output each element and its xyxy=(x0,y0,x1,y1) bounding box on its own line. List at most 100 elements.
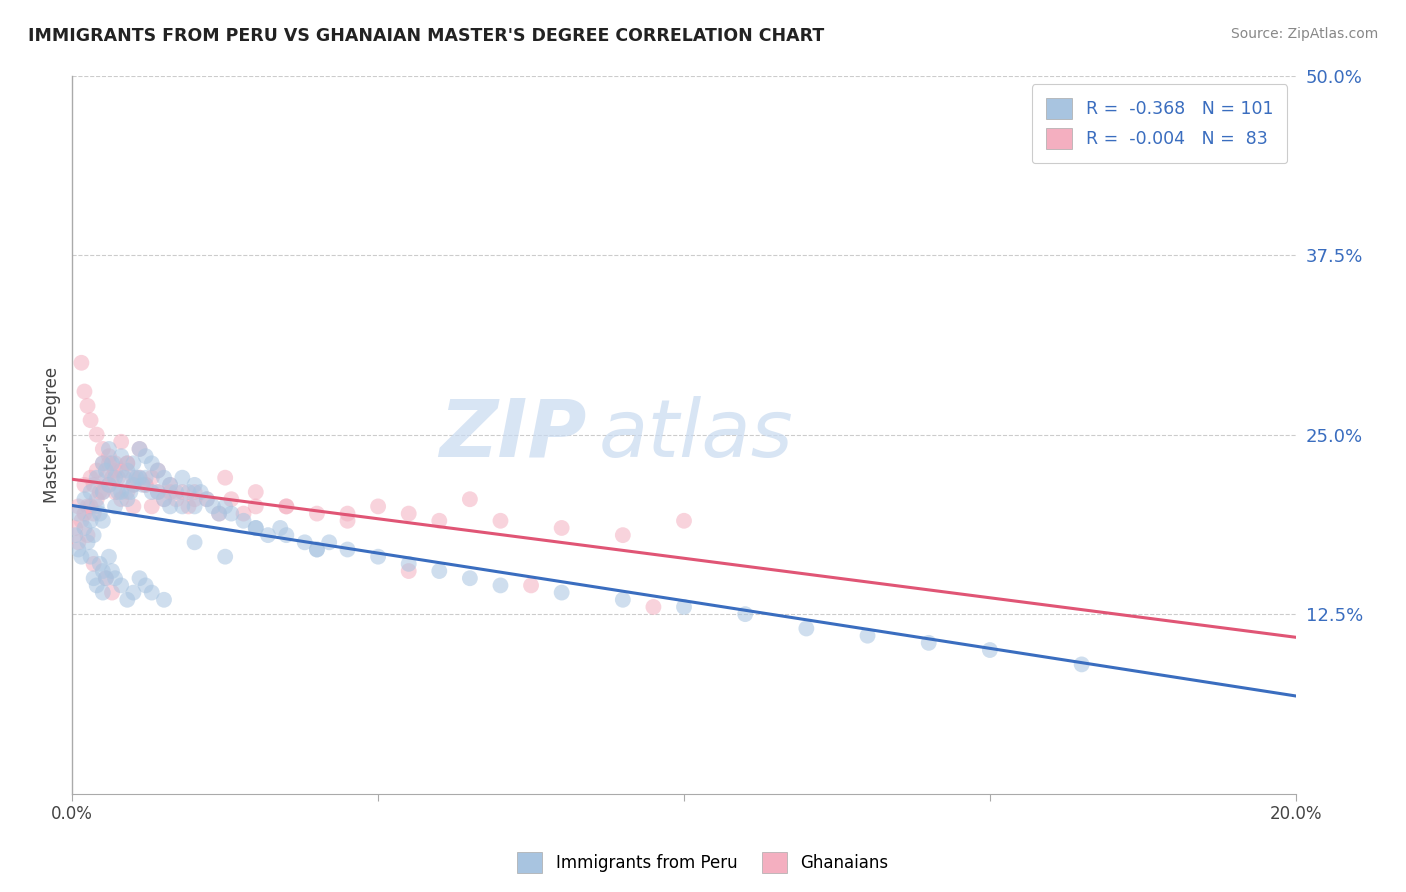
Point xyxy=(918,636,941,650)
Point xyxy=(427,564,450,578)
Point xyxy=(67,535,90,549)
Point xyxy=(65,528,87,542)
Point xyxy=(76,500,98,514)
Point xyxy=(122,478,145,492)
Text: atlas: atlas xyxy=(599,395,793,474)
Point xyxy=(73,492,96,507)
Point xyxy=(89,557,111,571)
Point xyxy=(159,478,181,492)
Point xyxy=(83,557,105,571)
Point xyxy=(107,485,129,500)
Legend: R =  -0.368   N = 101, R =  -0.004   N =  83: R = -0.368 N = 101, R = -0.004 N = 83 xyxy=(1032,84,1286,163)
Point xyxy=(177,485,200,500)
Point xyxy=(91,514,114,528)
Point xyxy=(97,478,120,492)
Point xyxy=(135,478,157,492)
Point xyxy=(101,471,124,485)
Point xyxy=(79,413,101,427)
Point xyxy=(101,564,124,578)
Point xyxy=(67,542,90,557)
Point xyxy=(183,485,205,500)
Point xyxy=(76,528,98,542)
Point xyxy=(91,564,114,578)
Point xyxy=(398,507,420,521)
Point xyxy=(141,456,163,470)
Point xyxy=(86,578,108,592)
Point xyxy=(83,571,105,585)
Point xyxy=(195,492,218,507)
Point xyxy=(367,500,389,514)
Point xyxy=(159,478,181,492)
Point xyxy=(183,478,205,492)
Point xyxy=(110,492,132,507)
Point xyxy=(172,500,194,514)
Point xyxy=(128,471,150,485)
Point xyxy=(91,485,114,500)
Point xyxy=(86,427,108,442)
Point xyxy=(172,471,194,485)
Point xyxy=(117,456,139,470)
Point xyxy=(65,521,87,535)
Point xyxy=(86,492,108,507)
Point xyxy=(672,514,695,528)
Point xyxy=(91,456,114,470)
Point xyxy=(550,521,572,535)
Point xyxy=(117,463,139,477)
Point xyxy=(83,528,105,542)
Point xyxy=(367,549,389,564)
Point xyxy=(245,521,267,535)
Point xyxy=(91,456,114,470)
Point xyxy=(135,449,157,463)
Point xyxy=(398,564,420,578)
Point xyxy=(208,507,231,521)
Point xyxy=(117,492,139,507)
Point xyxy=(183,535,205,549)
Point xyxy=(245,521,267,535)
Point xyxy=(101,585,124,599)
Point xyxy=(73,478,96,492)
Point xyxy=(79,485,101,500)
Point xyxy=(83,478,105,492)
Point xyxy=(91,485,114,500)
Point xyxy=(276,500,298,514)
Point xyxy=(73,507,96,521)
Point xyxy=(214,471,236,485)
Point xyxy=(141,500,163,514)
Point xyxy=(97,456,120,470)
Point xyxy=(612,592,634,607)
Point xyxy=(520,578,543,592)
Point xyxy=(128,442,150,456)
Point xyxy=(86,471,108,485)
Point xyxy=(128,571,150,585)
Point xyxy=(183,500,205,514)
Point xyxy=(489,578,512,592)
Point xyxy=(427,514,450,528)
Point xyxy=(83,507,105,521)
Point xyxy=(73,521,96,535)
Y-axis label: Master's Degree: Master's Degree xyxy=(44,367,60,503)
Point xyxy=(336,514,359,528)
Point xyxy=(305,542,328,557)
Point xyxy=(122,585,145,599)
Point xyxy=(110,578,132,592)
Point xyxy=(318,535,340,549)
Point xyxy=(146,485,169,500)
Point xyxy=(128,471,150,485)
Legend: Immigrants from Peru, Ghanaians: Immigrants from Peru, Ghanaians xyxy=(510,846,896,880)
Point xyxy=(221,492,243,507)
Point xyxy=(232,507,254,521)
Point xyxy=(104,463,127,477)
Text: ZIP: ZIP xyxy=(439,395,586,474)
Point xyxy=(177,500,200,514)
Point xyxy=(79,514,101,528)
Point xyxy=(195,492,218,507)
Point xyxy=(183,492,205,507)
Point xyxy=(67,507,90,521)
Text: IMMIGRANTS FROM PERU VS GHANAIAN MASTER'S DEGREE CORRELATION CHART: IMMIGRANTS FROM PERU VS GHANAIAN MASTER'… xyxy=(28,27,824,45)
Point xyxy=(276,528,298,542)
Point xyxy=(141,585,163,599)
Point xyxy=(79,500,101,514)
Point xyxy=(458,492,481,507)
Point xyxy=(70,549,93,564)
Point xyxy=(104,485,127,500)
